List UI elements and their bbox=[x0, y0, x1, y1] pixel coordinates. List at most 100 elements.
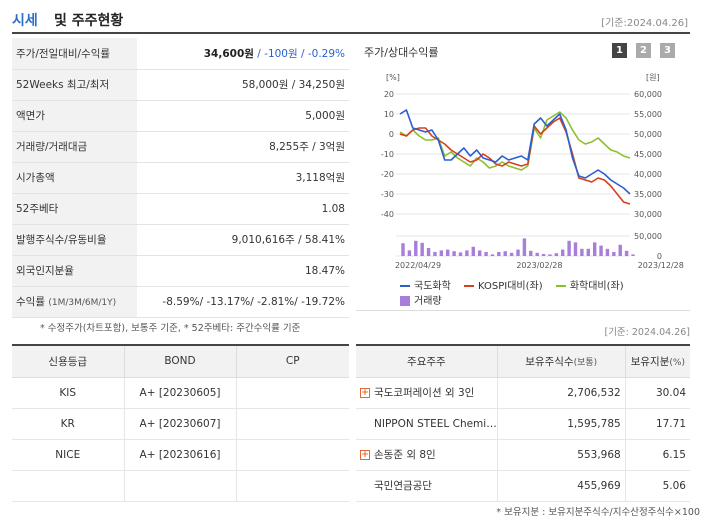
bond-cell: A+ [20230605] bbox=[123, 377, 236, 409]
header-date: [기준:2024.04.26] bbox=[601, 18, 688, 29]
volume-bar bbox=[586, 248, 590, 256]
chart-legend: 국도화학 KOSPI대비(좌) 화학대비(좌) 거래량 bbox=[400, 277, 690, 307]
series-line bbox=[399, 109, 631, 195]
column-header: BOND bbox=[123, 345, 236, 378]
left-tick-label: -40 bbox=[381, 210, 394, 219]
volume-bar bbox=[624, 250, 629, 256]
volume-bar bbox=[446, 249, 450, 256]
volume-bar bbox=[484, 252, 488, 256]
holder-name: 국도코퍼레이션 외 3인 bbox=[374, 387, 475, 399]
table-header-row: 주요주주 보유주식수(보통) 보유지분(%) bbox=[356, 345, 690, 378]
table-header-row: 신용등급 BOND CP bbox=[12, 345, 349, 378]
right-tick-label: 50,000 bbox=[634, 130, 662, 139]
legend-item: 거래량 bbox=[400, 292, 442, 307]
info-label: 외국인지분율 bbox=[12, 255, 137, 287]
legend-label: KOSPI대비(좌) bbox=[478, 281, 543, 292]
series-line bbox=[399, 111, 631, 171]
volume-bar bbox=[407, 250, 412, 256]
volume-bar bbox=[567, 240, 571, 256]
volume-bar bbox=[414, 240, 418, 256]
column-header: 보유주식수(보통) bbox=[496, 345, 626, 378]
price-chart: [%] [원] 20 60,000 10 55,000 0 50,000 -10 45,000… bbox=[381, 73, 684, 270]
right-axis-unit: [원] bbox=[646, 73, 660, 82]
right-tick-label: 30,000 bbox=[634, 210, 662, 219]
legend-item: KOSPI대비(좌) bbox=[464, 277, 543, 292]
right-tick-label: 60,000 bbox=[634, 90, 662, 99]
volume-bar bbox=[439, 250, 444, 256]
chart-title: 주가/상대수익률 bbox=[364, 46, 439, 59]
info-label: 52주베타 bbox=[12, 193, 137, 225]
holder-name-cell: + 손동준 외 8인 bbox=[356, 439, 498, 471]
column-header-label: 보유지분 bbox=[630, 355, 670, 368]
info-value: 5,000원 bbox=[137, 100, 349, 132]
volume-bar bbox=[561, 249, 565, 256]
volume-bar bbox=[548, 254, 552, 256]
return-values: -8.59%/ -13.17%/ -2.81%/ -19.72% bbox=[137, 286, 349, 318]
pct-cell: 5.06 bbox=[624, 470, 690, 502]
bond-cell: A+ [20230607] bbox=[123, 408, 236, 440]
shares-cell: 553,968 bbox=[496, 439, 626, 471]
agency-cell: NICE bbox=[12, 439, 124, 471]
volume-bar bbox=[592, 242, 597, 256]
volume-bar bbox=[516, 249, 520, 256]
chart-page-1-button[interactable]: 1 bbox=[612, 43, 627, 58]
info-label: 수익률 (1M/3M/6M/1Y) bbox=[12, 286, 137, 318]
info-label: 주가/전일대비/수익률 bbox=[12, 38, 137, 70]
holder-name-cell: 국민연금공단 bbox=[356, 470, 498, 502]
volume-bar bbox=[631, 254, 635, 256]
price-change: / -100원 / -0.29% bbox=[253, 47, 345, 60]
info-value: 3,118억원 bbox=[137, 162, 349, 194]
holder-name: NIPPON STEEL Chemi… bbox=[374, 417, 497, 430]
info-row: 발행주식수/유동비율 9,010,616주 / 58.41% bbox=[12, 224, 349, 256]
shares-cell: 455,969 bbox=[496, 470, 626, 502]
left-tick-label: -10 bbox=[381, 150, 394, 159]
pct-cell: 17.71 bbox=[624, 408, 690, 440]
current-price: 34,600원 bbox=[203, 47, 254, 60]
volume-bar bbox=[612, 252, 616, 256]
volume-bar bbox=[420, 242, 424, 256]
return-label-sub: (1M/3M/6M/1Y) bbox=[48, 298, 117, 308]
right-tick-label: 45,000 bbox=[634, 150, 662, 159]
agency-cell: KR bbox=[12, 408, 124, 440]
info-label: 발행주식수/유동비율 bbox=[12, 224, 137, 256]
pct-cell: 6.15 bbox=[624, 439, 690, 471]
info-row: 외국인지분율 18.47% bbox=[12, 255, 349, 287]
right-tick-label: 55,000 bbox=[634, 110, 662, 119]
left-axis-unit: [%] bbox=[386, 73, 400, 82]
cp-cell bbox=[235, 408, 349, 440]
volume-bar bbox=[497, 252, 501, 256]
info-row: 시가총액 3,118억원 bbox=[12, 162, 349, 194]
legend-line-swatch bbox=[464, 285, 474, 287]
expand-icon[interactable]: + bbox=[360, 450, 370, 460]
series-line bbox=[399, 117, 631, 205]
info-value: 1.08 bbox=[137, 193, 349, 225]
x-tick-label: 2023/12/28 bbox=[638, 261, 684, 270]
expand-icon[interactable]: + bbox=[360, 388, 370, 398]
shareholder-table: 주요주주 보유주식수(보통) 보유지분(%) + 국도코퍼레이션 외 3인 2,7… bbox=[356, 344, 690, 502]
volume-bar bbox=[599, 245, 603, 256]
left-tick-label: 10 bbox=[384, 110, 394, 119]
agency-cell bbox=[12, 470, 124, 502]
volume-bar bbox=[541, 254, 546, 256]
shares-cell: 2,706,532 bbox=[496, 377, 626, 409]
volume-bar bbox=[554, 253, 559, 256]
chart-page-3-button[interactable]: 3 bbox=[660, 43, 675, 58]
info-value: 34,600원 / -100원 / -0.29% bbox=[137, 38, 349, 70]
column-header-sub: (보통) bbox=[573, 357, 598, 368]
volume-bar bbox=[605, 248, 610, 256]
holder-name: 손동준 외 8인 bbox=[374, 449, 436, 461]
legend-item: 국도화학 bbox=[400, 277, 451, 292]
legend-item: 화학대비(좌) bbox=[555, 277, 624, 292]
chart-page-2-button[interactable]: 2 bbox=[636, 43, 651, 58]
column-header: 주요주주 bbox=[356, 345, 498, 378]
shareholder-footnote: * 보유지분 : 보유지분주식수/지수산정주식수×100 bbox=[496, 507, 700, 518]
volume-tick-label: 0 bbox=[657, 252, 662, 261]
legend-line-swatch bbox=[555, 285, 566, 287]
header-title-highlight: 시세 bbox=[12, 13, 38, 29]
table-date: [기준: 2024.04.26] bbox=[604, 327, 690, 338]
info-footnote: * 수정주가(차트포함), 보통주 기준, * 52주베타: 주간수익률 기준 bbox=[40, 323, 301, 334]
x-tick-label: 2022/04/29 bbox=[395, 261, 441, 270]
right-tick-label: 35,000 bbox=[634, 190, 662, 199]
holder-name-cell: + 국도코퍼레이션 외 3인 bbox=[356, 377, 498, 409]
cp-cell bbox=[235, 470, 349, 502]
